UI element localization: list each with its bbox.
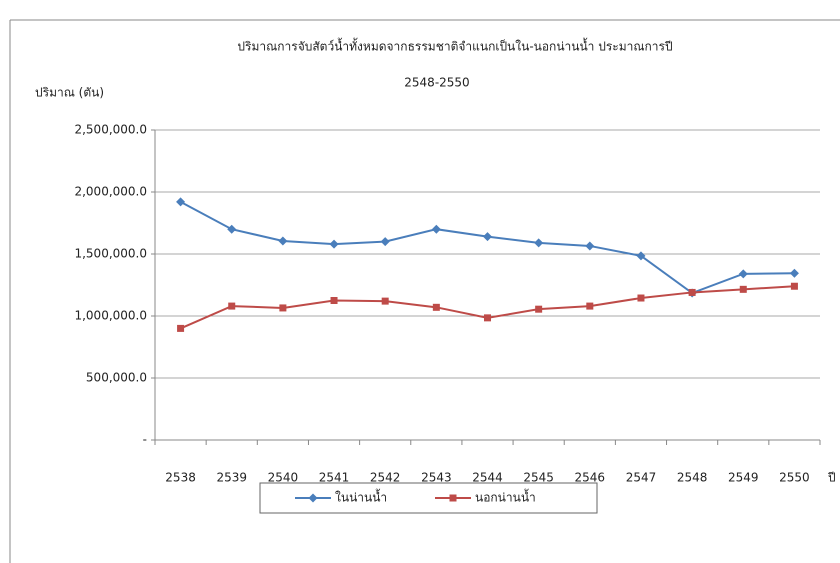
y-tick-label: - bbox=[143, 433, 147, 447]
legend-box bbox=[259, 482, 598, 514]
point bbox=[279, 304, 287, 312]
x-tick-label: 2549 bbox=[728, 471, 759, 485]
point bbox=[176, 197, 186, 207]
y-tick-label: 1,000,000.0 bbox=[74, 309, 147, 323]
x-tick-label: 2540 bbox=[268, 471, 299, 485]
x-tick-label: 2542 bbox=[370, 471, 401, 485]
y-tick-label: 2,000,000.0 bbox=[74, 185, 147, 199]
point bbox=[177, 324, 185, 332]
point bbox=[432, 303, 440, 311]
series-line bbox=[180, 285, 795, 330]
chart-title: ปริมาณการจับสัตว์น้ำทั้งหมดจากธรรมชาติจำ… bbox=[237, 38, 672, 54]
x-tick-label: 2544 bbox=[472, 471, 503, 485]
x-tick-label: 2547 bbox=[626, 471, 657, 485]
x-tick-label: 2539 bbox=[216, 471, 247, 485]
y-tick-label: 1,500,000.0 bbox=[74, 247, 147, 261]
point bbox=[585, 241, 595, 251]
x-axis-label: ปี bbox=[827, 471, 835, 485]
point bbox=[738, 269, 748, 279]
legend-marker bbox=[449, 494, 457, 502]
point bbox=[330, 297, 338, 304]
x-tick-label: 2545 bbox=[523, 471, 554, 485]
point bbox=[227, 224, 237, 234]
x-tick-label: 2543 bbox=[421, 471, 452, 485]
y-tick-label: 2,500,000.0 bbox=[74, 123, 147, 137]
legend-label: นอกน่านน้ำ bbox=[475, 489, 536, 505]
point bbox=[790, 282, 798, 290]
chart-subtitle: 2548-2550 bbox=[404, 76, 469, 90]
point bbox=[688, 288, 696, 296]
point bbox=[586, 302, 594, 310]
legend-label: ในน่านน้ำ bbox=[335, 489, 387, 505]
point bbox=[739, 285, 747, 293]
point bbox=[534, 238, 544, 248]
point bbox=[483, 232, 492, 242]
point bbox=[278, 236, 288, 246]
y-axis-label: ปริมาณ (ตัน) bbox=[35, 86, 104, 100]
point bbox=[789, 268, 799, 278]
point bbox=[380, 237, 390, 247]
point bbox=[637, 294, 645, 302]
x-tick-label: 2548 bbox=[677, 471, 708, 485]
x-tick-label: 2538 bbox=[165, 471, 196, 485]
series-line bbox=[180, 201, 795, 295]
point bbox=[228, 302, 236, 310]
point bbox=[636, 251, 646, 261]
legend-marker bbox=[308, 493, 318, 503]
point bbox=[484, 314, 491, 322]
x-tick-label: 2550 bbox=[779, 471, 810, 485]
x-tick-label: 2546 bbox=[575, 471, 606, 485]
x-tick-label: 2541 bbox=[319, 471, 350, 485]
point bbox=[535, 305, 543, 313]
point bbox=[381, 297, 389, 305]
y-tick-label: 500,000.0 bbox=[86, 371, 147, 385]
point bbox=[431, 224, 441, 234]
point bbox=[329, 239, 339, 249]
